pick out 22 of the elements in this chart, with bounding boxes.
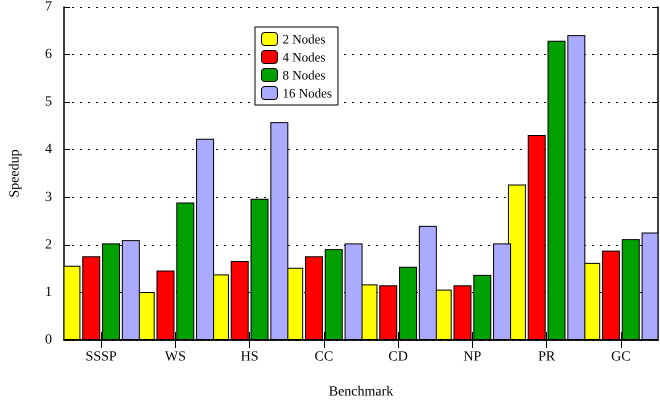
x-tick-label: CD <box>388 350 408 364</box>
y-tick-label: 6 <box>45 47 52 62</box>
legend-label: 16 Nodes <box>282 86 332 100</box>
y-tick-label: 2 <box>45 237 52 252</box>
y-tick-label: 3 <box>45 190 52 205</box>
legend-label: 2 Nodes <box>282 32 326 46</box>
y-tick-label: 1 <box>45 284 52 300</box>
legend-label: 4 Nodes <box>282 50 326 64</box>
y-tick-label: 4 <box>45 142 52 158</box>
x-tick-label: NP <box>463 350 482 364</box>
y-tick-label: 7 <box>45 0 52 14</box>
x-axis-title: Benchmark <box>328 384 394 400</box>
legend-label: 8 Nodes <box>282 68 326 82</box>
y-axis-title: Speedup <box>8 149 22 198</box>
x-tick-label: SSSP <box>86 350 117 364</box>
x-tick-label: CC <box>314 350 334 364</box>
x-tick-label: GC <box>611 350 631 364</box>
x-tick-label: PR <box>538 350 556 364</box>
y-tick-label: 5 <box>45 94 52 110</box>
x-tick-label: WS <box>164 350 186 364</box>
x-tick-label: HS <box>240 350 259 364</box>
y-tick-label: 0 <box>45 332 52 348</box>
